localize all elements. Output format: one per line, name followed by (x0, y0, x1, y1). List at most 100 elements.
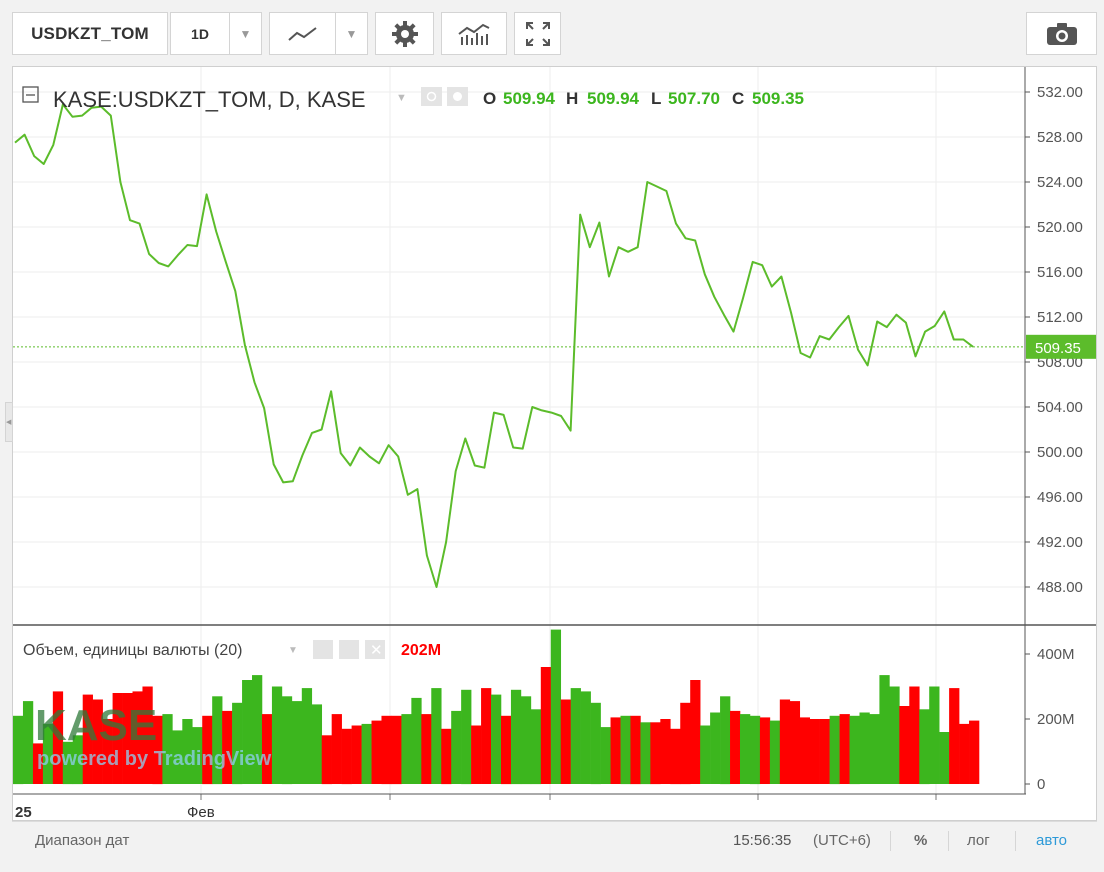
volume-bar (391, 715, 402, 785)
volume-bar (381, 715, 392, 785)
volume-close-glyph: ✕ (370, 642, 383, 659)
price-tick-label: 520.00 (1037, 219, 1083, 236)
timezone-label[interactable]: (UTC+6) (813, 832, 871, 849)
volume-bar (879, 675, 890, 784)
chart-type-button[interactable] (269, 12, 336, 55)
volume-bar (62, 741, 74, 785)
volume-bar (550, 629, 562, 784)
chart-canvas[interactable]: KASE powered by TradingView 532.00 528.00… (13, 58, 1096, 821)
series-title: KASE:USDKZT_TOM, D, KASE (53, 87, 366, 112)
price-tick-label: 504.00 (1037, 399, 1083, 416)
volume-bar (730, 710, 741, 784)
symbol-search-button[interactable]: USDKZT_TOM (12, 12, 168, 55)
volume-bar (789, 701, 801, 784)
date-range-button[interactable]: Диапазон дат (35, 832, 130, 849)
volume-bar (441, 728, 452, 785)
volume-gear-icon[interactable] (339, 640, 359, 659)
volume-bar (331, 714, 342, 784)
separator (1015, 831, 1016, 851)
volume-bar (222, 710, 233, 784)
volume-bar (142, 686, 153, 784)
volume-bar (361, 723, 372, 784)
volume-bar (530, 709, 542, 785)
volume-bar (819, 719, 830, 784)
price-tick-label: 532.00 (1037, 84, 1083, 101)
volume-bar (271, 686, 283, 784)
volume-bar (969, 720, 980, 784)
volume-bar (690, 680, 701, 784)
volume-bar (640, 722, 651, 785)
volume-bar (710, 712, 721, 784)
volume-bar (242, 680, 253, 784)
collapse-icon[interactable] (22, 86, 39, 103)
volume-bar (461, 689, 472, 785)
volume-bar (899, 706, 910, 784)
percent-toggle[interactable]: % (914, 832, 928, 849)
volume-bar (829, 715, 840, 785)
volume-bar (122, 693, 133, 784)
legend-gear-icon-center (453, 92, 462, 101)
legend-h-value: 509.94 (587, 89, 640, 108)
volume-bar (839, 714, 850, 784)
log-toggle[interactable]: лог (967, 832, 990, 849)
volume-bar (700, 725, 711, 784)
left-collapse-tab[interactable]: ◀ (5, 402, 13, 442)
fullscreen-button[interactable] (514, 12, 561, 55)
volume-bar (540, 667, 552, 784)
volume-bar (261, 714, 273, 784)
fullscreen-icon (525, 21, 550, 46)
volume-bar (680, 702, 691, 785)
interval-button[interactable]: 1D (170, 12, 230, 55)
volume-bar (510, 689, 522, 785)
indicators-button[interactable] (441, 12, 507, 55)
volume-bar (889, 686, 900, 784)
indicators-icon (458, 23, 490, 45)
volume-bar (172, 730, 183, 784)
volume-bar (560, 699, 571, 784)
volume-bar (769, 720, 781, 784)
volume-bar (431, 688, 442, 784)
volume-bar (351, 725, 362, 784)
volume-bar (301, 688, 313, 784)
last-price-label: 509.35 (1035, 340, 1081, 357)
chart-area[interactable]: KASE powered by TradingView 532.00 528.00… (12, 58, 1097, 821)
volume-tick-label: 400M (1037, 646, 1075, 663)
eye-icon[interactable] (421, 87, 442, 106)
volume-bar (620, 715, 631, 785)
volume-bar (749, 715, 761, 785)
volume-eye-icon[interactable] (313, 640, 333, 659)
volume-bar (849, 715, 860, 785)
auto-toggle[interactable]: авто (1036, 832, 1068, 849)
legend-dropdown-icon[interactable]: ▼ (396, 92, 407, 104)
interval-label: 1D (191, 25, 209, 42)
price-tick-label: 500.00 (1037, 444, 1083, 461)
volume-tick-label: 200M (1037, 711, 1075, 728)
volume-bar (809, 719, 820, 784)
interval-dropdown-button[interactable]: ▼ (229, 12, 262, 55)
volume-bar (520, 696, 532, 785)
clock-time[interactable]: 15:56:35 (733, 832, 792, 849)
top-toolbar: USDKZT_TOM 1D ▼ ▼ (0, 0, 1104, 66)
main-legend: KASE:USDKZT_TOM, D, KASE ▼ O 509.94 H 50… (22, 86, 804, 112)
volume-bar (660, 719, 671, 784)
price-tick-label: 528.00 (1037, 129, 1083, 146)
volume-bar (670, 728, 681, 785)
volume-bar (610, 717, 621, 784)
legend-o-value: 509.94 (503, 89, 556, 108)
settings-button[interactable] (375, 12, 434, 55)
volume-bar (650, 722, 661, 785)
volume-bar (371, 720, 382, 784)
volume-bar (959, 723, 970, 784)
volume-bar (451, 710, 462, 784)
price-axis: 532.00528.00524.00520.00516.00512.00508.… (1024, 67, 1096, 794)
volume-bar (162, 714, 173, 784)
volume-bar (799, 717, 810, 784)
volume-dropdown-icon[interactable]: ▼ (288, 645, 298, 656)
separator (948, 831, 949, 851)
chart-type-dropdown-button[interactable]: ▼ (335, 12, 368, 55)
volume-bar (192, 727, 203, 784)
volume-bar (869, 714, 880, 784)
scroll-up-icon[interactable]: ▲ (43, 58, 52, 68)
volume-close-icon[interactable] (365, 640, 385, 659)
snapshot-button[interactable] (1026, 12, 1097, 55)
